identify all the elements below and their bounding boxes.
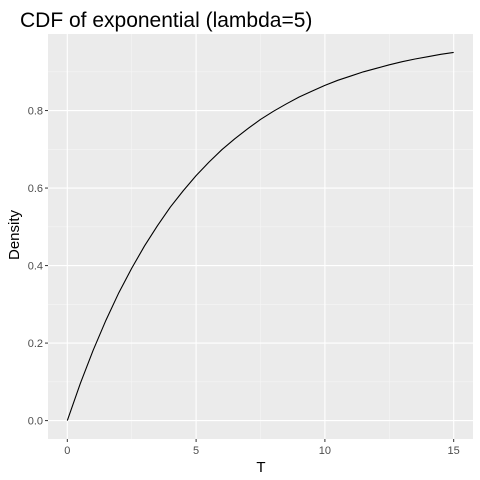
y-tick-label: 0.6 bbox=[28, 183, 43, 195]
major-gridlines bbox=[48, 34, 473, 439]
x-tick-label: 15 bbox=[448, 445, 460, 457]
cdf-line bbox=[66, 51, 454, 421]
x-tick-label: 0 bbox=[64, 445, 70, 457]
y-tick-label: 0.4 bbox=[28, 261, 43, 273]
x-tick-label: 5 bbox=[193, 445, 199, 457]
y-axis: 0.0 0.2 0.4 0.6 0.8 bbox=[28, 106, 48, 428]
y-axis-title: Density bbox=[6, 209, 23, 260]
chart-title: CDF of exponential (lambda=5) bbox=[20, 9, 312, 32]
x-tick-label: 10 bbox=[319, 445, 331, 457]
series-layer bbox=[66, 51, 454, 421]
minor-gridlines bbox=[48, 34, 473, 439]
x-axis-title: T bbox=[256, 459, 265, 476]
x-axis: 0 5 10 15 bbox=[64, 439, 460, 457]
y-tick-label: 0.8 bbox=[28, 106, 43, 118]
y-tick-label: 0.0 bbox=[28, 416, 43, 428]
y-tick-label: 0.2 bbox=[28, 338, 43, 350]
